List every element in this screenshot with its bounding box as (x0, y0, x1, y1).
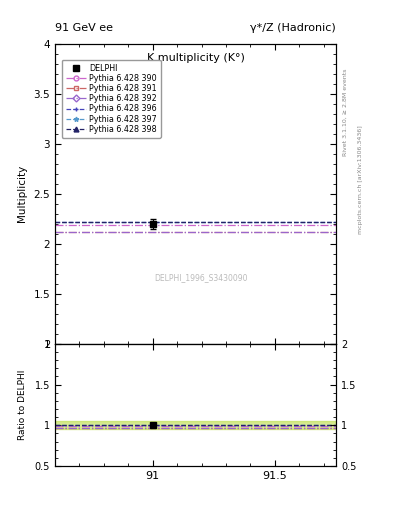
Text: mcplots.cern.ch [arXiv:1306.3436]: mcplots.cern.ch [arXiv:1306.3436] (358, 125, 363, 233)
Legend: DELPHI, Pythia 6.428 390, Pythia 6.428 391, Pythia 6.428 392, Pythia 6.428 396, : DELPHI, Pythia 6.428 390, Pythia 6.428 3… (62, 59, 161, 138)
Y-axis label: Ratio to DELPHI: Ratio to DELPHI (18, 370, 27, 440)
Text: K multiplicity (K°): K multiplicity (K°) (147, 53, 244, 62)
Text: 91 GeV ee: 91 GeV ee (55, 23, 113, 33)
Text: Rivet 3.1.10, ≥ 2.8M events: Rivet 3.1.10, ≥ 2.8M events (343, 69, 348, 156)
Text: γ*/Z (Hadronic): γ*/Z (Hadronic) (250, 23, 336, 33)
Bar (55, 421, 336, 430)
Y-axis label: Multiplicity: Multiplicity (17, 165, 27, 222)
Text: DELPHI_1996_S3430090: DELPHI_1996_S3430090 (154, 273, 248, 282)
